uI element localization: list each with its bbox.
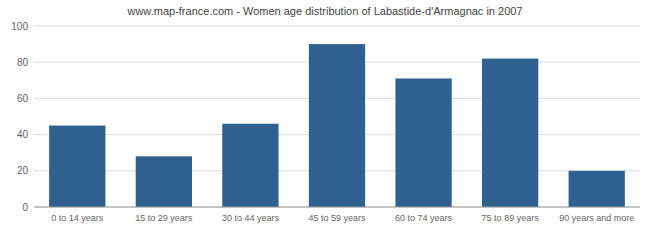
y-tick-label: 20 <box>17 165 29 176</box>
bar <box>136 156 192 207</box>
x-tick-label: 45 to 59 years <box>308 213 366 223</box>
x-tick-label: 60 to 74 years <box>395 213 453 223</box>
chart-svg: www.map-france.com - Women age distribut… <box>0 0 650 229</box>
x-tick-label: 30 to 44 years <box>222 213 280 223</box>
bars <box>49 44 625 207</box>
x-tick-label: 15 to 29 years <box>135 213 193 223</box>
bar <box>222 124 278 207</box>
y-tick-label: 100 <box>11 21 28 32</box>
bar <box>569 171 625 207</box>
x-tick-label: 90 years and more <box>559 213 634 223</box>
chart-title: www.map-france.com - Women age distribut… <box>126 5 522 17</box>
chart-container: www.map-france.com - Women age distribut… <box>0 0 650 229</box>
x-axis-line <box>34 207 640 208</box>
grid-line <box>34 26 640 27</box>
grid-line <box>34 207 640 208</box>
y-tick-label: 80 <box>17 57 29 68</box>
y-tick-label: 0 <box>22 202 28 213</box>
x-tick-label: 75 to 89 years <box>482 213 540 223</box>
grid <box>34 26 640 207</box>
x-tick-label: 0 to 14 years <box>51 213 104 223</box>
bar <box>395 78 451 207</box>
bar <box>482 59 538 207</box>
bar <box>49 126 105 207</box>
bar <box>309 44 365 207</box>
y-tick-label: 60 <box>17 93 29 104</box>
y-tick-label: 40 <box>17 129 29 140</box>
